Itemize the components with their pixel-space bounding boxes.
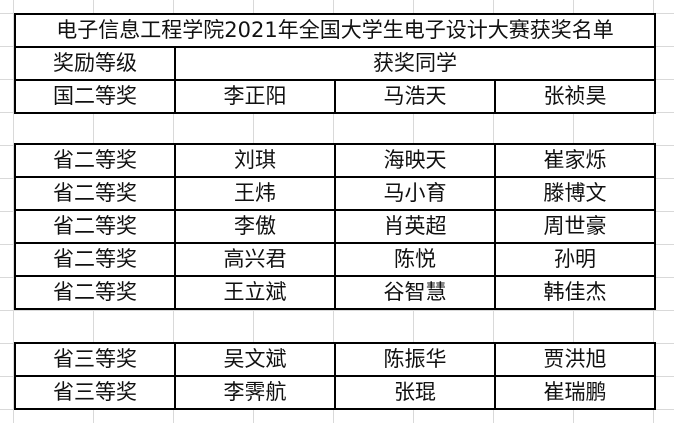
student-name-cell[interactable]: 刘琪 [174,143,336,178]
student-name-cell[interactable]: 贾洪旭 [494,342,656,377]
award-table-national: 电子信息工程学院2021年全国大学生电子设计大赛获奖名单 奖励等级 获奖同学 国… [13,13,657,114]
student-name-cell[interactable]: 陈振华 [334,342,496,377]
award-level-cell[interactable]: 省二等奖 [14,176,176,211]
student-name-cell[interactable]: 滕博文 [494,176,656,211]
student-name-cell[interactable]: 谷智慧 [334,275,496,310]
student-name-cell[interactable]: 马浩天 [334,79,496,114]
student-name-cell[interactable]: 张琨 [334,375,496,410]
table-row: 省二等奖 王炜 马小育 滕博文 [14,176,656,211]
student-name-cell[interactable]: 海映天 [334,143,496,178]
student-name-cell[interactable]: 高兴君 [174,242,336,277]
award-level-cell[interactable]: 省二等奖 [14,242,176,277]
student-name-cell[interactable]: 马小育 [334,176,496,211]
header-students[interactable]: 获奖同学 [173,46,657,81]
award-level-cell[interactable]: 省二等奖 [14,143,176,178]
student-name-cell[interactable]: 吴文斌 [174,342,336,377]
student-name-cell[interactable]: 李正阳 [174,79,336,114]
student-name-cell[interactable]: 周世豪 [494,209,656,244]
award-level-cell[interactable]: 省三等奖 [14,342,176,377]
table-row: 国二等奖 李正阳 马浩天 张祯昊 [14,79,657,114]
award-level-cell[interactable]: 国二等奖 [14,79,176,114]
student-name-cell[interactable]: 王炜 [174,176,336,211]
student-name-cell[interactable]: 韩佳杰 [494,275,656,310]
award-table-provincial-third: 省三等奖 吴文斌 陈振华 贾洪旭 省三等奖 李霁航 张琨 崔瑞鹏 [14,342,656,410]
award-level-cell[interactable]: 省二等奖 [14,275,176,310]
student-name-cell[interactable]: 李傲 [174,209,336,244]
student-name-cell[interactable]: 王立斌 [174,275,336,310]
header-level[interactable]: 奖励等级 [14,46,176,81]
student-name-cell[interactable]: 孙明 [494,242,656,277]
table-row: 省二等奖 李傲 肖英超 周世豪 [14,209,656,244]
award-level-cell[interactable]: 省三等奖 [14,375,176,410]
table-row: 省三等奖 李霁航 张琨 崔瑞鹏 [14,375,656,410]
title-row: 电子信息工程学院2021年全国大学生电子设计大赛获奖名单 [13,13,657,48]
table-row: 省二等奖 王立斌 谷智慧 韩佳杰 [14,275,656,310]
header-row: 奖励等级 获奖同学 [14,46,657,81]
student-name-cell[interactable]: 崔瑞鹏 [494,375,656,410]
table-row: 省二等奖 高兴君 陈悦 孙明 [14,242,656,277]
award-table-provincial-second: 省二等奖 刘琪 海映天 崔家烁 省二等奖 王炜 马小育 滕博文 省二等奖 李傲 肖英超 周世豪 省二等奖… [14,143,656,310]
student-name-cell[interactable]: 张祯昊 [493,79,657,114]
award-level-cell[interactable]: 省二等奖 [14,209,176,244]
student-name-cell[interactable]: 陈悦 [334,242,496,277]
table-row: 省二等奖 刘琪 海映天 崔家烁 [14,143,656,178]
table-title[interactable]: 电子信息工程学院2021年全国大学生电子设计大赛获奖名单 [13,13,657,48]
student-name-cell[interactable]: 崔家烁 [494,143,656,178]
table-row: 省三等奖 吴文斌 陈振华 贾洪旭 [14,342,656,377]
student-name-cell[interactable]: 肖英超 [334,209,496,244]
student-name-cell[interactable]: 李霁航 [174,375,336,410]
